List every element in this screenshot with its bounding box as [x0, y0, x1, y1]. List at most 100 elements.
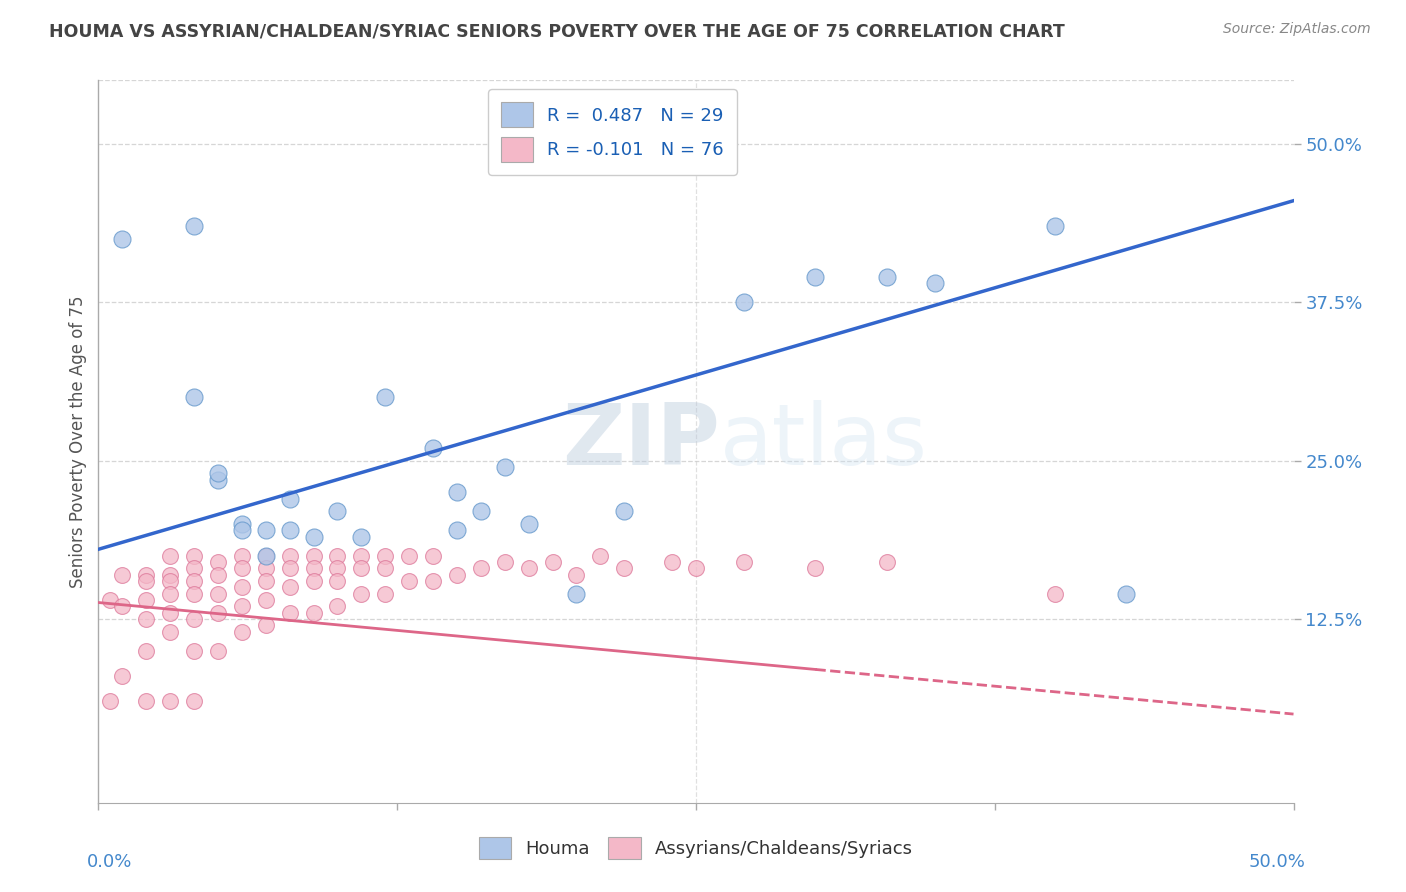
Point	[446, 567, 468, 582]
Point	[207, 643, 229, 657]
Point	[278, 491, 301, 506]
Point	[254, 593, 277, 607]
Point	[207, 467, 229, 481]
Point	[231, 523, 253, 537]
Point	[231, 624, 253, 639]
Point	[350, 561, 373, 575]
Text: Source: ZipAtlas.com: Source: ZipAtlas.com	[1223, 22, 1371, 37]
Point	[135, 643, 157, 657]
Point	[733, 295, 755, 310]
Point	[135, 567, 157, 582]
Point	[183, 561, 205, 575]
Point	[254, 523, 277, 537]
Point	[350, 530, 373, 544]
Point	[398, 549, 420, 563]
Point	[135, 694, 157, 708]
Point	[159, 694, 181, 708]
Point	[254, 618, 277, 632]
Point	[183, 643, 205, 657]
Point	[326, 599, 349, 614]
Point	[207, 555, 229, 569]
Point	[398, 574, 420, 588]
Point	[374, 587, 396, 601]
Point	[422, 574, 444, 588]
Point	[613, 504, 636, 518]
Point	[565, 587, 588, 601]
Point	[231, 599, 253, 614]
Point	[302, 574, 325, 588]
Point	[159, 606, 181, 620]
Point	[326, 561, 349, 575]
Text: ZIP: ZIP	[562, 400, 720, 483]
Point	[661, 555, 683, 569]
Point	[924, 276, 946, 290]
Point	[876, 555, 898, 569]
Legend: Houma, Assyrians/Chaldeans/Syriacs: Houma, Assyrians/Chaldeans/Syriacs	[471, 830, 921, 866]
Point	[876, 269, 898, 284]
Point	[804, 269, 827, 284]
Point	[613, 561, 636, 575]
Point	[541, 555, 564, 569]
Point	[278, 580, 301, 594]
Point	[1043, 587, 1066, 601]
Point	[470, 561, 492, 575]
Point	[183, 587, 205, 601]
Point	[183, 549, 205, 563]
Point	[111, 599, 134, 614]
Point	[422, 549, 444, 563]
Point	[804, 561, 827, 575]
Point	[374, 549, 396, 563]
Point	[302, 530, 325, 544]
Point	[517, 516, 540, 531]
Point	[589, 549, 612, 563]
Y-axis label: Seniors Poverty Over the Age of 75: Seniors Poverty Over the Age of 75	[69, 295, 87, 588]
Text: 50.0%: 50.0%	[1249, 854, 1306, 871]
Point	[446, 485, 468, 500]
Point	[565, 567, 588, 582]
Point	[159, 567, 181, 582]
Text: atlas: atlas	[720, 400, 928, 483]
Point	[446, 523, 468, 537]
Point	[685, 561, 707, 575]
Point	[350, 587, 373, 601]
Point	[183, 694, 205, 708]
Point	[326, 574, 349, 588]
Point	[254, 549, 277, 563]
Point	[207, 567, 229, 582]
Point	[159, 574, 181, 588]
Point	[470, 504, 492, 518]
Point	[422, 441, 444, 455]
Point	[278, 549, 301, 563]
Point	[278, 606, 301, 620]
Point	[111, 669, 134, 683]
Point	[231, 549, 253, 563]
Point	[159, 624, 181, 639]
Point	[183, 390, 205, 404]
Point	[183, 612, 205, 626]
Point	[231, 580, 253, 594]
Point	[207, 473, 229, 487]
Point	[326, 504, 349, 518]
Text: 0.0%: 0.0%	[87, 854, 132, 871]
Point	[111, 232, 134, 246]
Point	[1115, 587, 1137, 601]
Point	[302, 561, 325, 575]
Point	[302, 549, 325, 563]
Point	[733, 555, 755, 569]
Point	[494, 459, 516, 474]
Point	[350, 549, 373, 563]
Point	[98, 694, 122, 708]
Point	[278, 561, 301, 575]
Point	[111, 567, 134, 582]
Point	[183, 219, 205, 233]
Point	[183, 574, 205, 588]
Point	[302, 606, 325, 620]
Point	[98, 593, 122, 607]
Text: HOUMA VS ASSYRIAN/CHALDEAN/SYRIAC SENIORS POVERTY OVER THE AGE OF 75 CORRELATION: HOUMA VS ASSYRIAN/CHALDEAN/SYRIAC SENIOR…	[49, 22, 1064, 40]
Point	[374, 390, 396, 404]
Point	[254, 574, 277, 588]
Point	[207, 606, 229, 620]
Point	[494, 555, 516, 569]
Point	[231, 516, 253, 531]
Point	[326, 549, 349, 563]
